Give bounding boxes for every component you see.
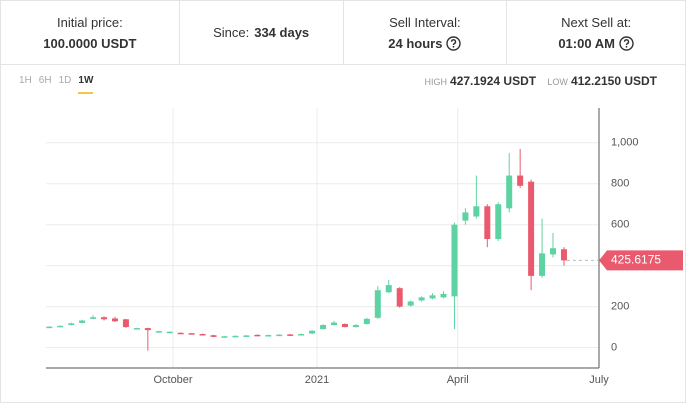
low-label: LOW xyxy=(547,77,568,87)
candle-body xyxy=(57,325,64,328)
stat-label: Next Sell at: xyxy=(561,14,632,30)
candle-body xyxy=(440,293,447,298)
candle-body xyxy=(122,319,129,328)
candle-body xyxy=(473,206,480,217)
candle-body xyxy=(330,322,337,326)
x-tick-label: 2021 xyxy=(305,374,329,386)
info-icon[interactable] xyxy=(446,35,462,51)
candle-body xyxy=(484,206,491,240)
candle-body xyxy=(254,334,261,337)
price-tag-label: 425.6175 xyxy=(611,253,661,267)
y-tick-label: 0 xyxy=(611,341,617,353)
x-tick-label: April xyxy=(447,374,469,386)
y-tick-label: 600 xyxy=(611,219,629,231)
candle-body xyxy=(451,224,458,297)
tab[interactable]: 1W xyxy=(78,75,94,94)
candle-body xyxy=(341,323,348,328)
price-tag xyxy=(599,250,683,271)
candle-body xyxy=(363,318,370,324)
candle-body xyxy=(550,248,557,255)
candle-body xyxy=(276,334,283,337)
candle-body xyxy=(210,335,217,337)
stat-cell: Next Sell at: 01:00 AM xyxy=(507,1,685,64)
stat-label: Sell Interval: xyxy=(389,14,461,30)
candle-body xyxy=(155,331,162,333)
candle-body xyxy=(199,334,206,336)
candle-body xyxy=(374,290,381,318)
high-label: HIGH xyxy=(424,77,448,87)
candle-body xyxy=(79,320,86,323)
candle-body xyxy=(539,253,546,276)
stat-cell: Since: 334 days xyxy=(180,1,344,64)
x-tick-label: October xyxy=(153,374,192,386)
candle-body xyxy=(111,318,118,322)
candle-body xyxy=(407,301,414,306)
stat-cell: Sell Interval: 24 hours xyxy=(344,1,508,64)
chart: 02004006008001,000October2021AprilJuly42… xyxy=(46,108,683,386)
candle-body xyxy=(188,333,195,335)
candle-body xyxy=(528,181,535,276)
candle-body xyxy=(144,328,151,331)
candle-body xyxy=(221,336,228,338)
candle-body xyxy=(396,288,403,307)
candle-body xyxy=(68,323,75,326)
stat-value: 100.0000 USDT xyxy=(43,35,137,51)
info-icon[interactable] xyxy=(619,35,634,51)
y-tick-label: 200 xyxy=(611,300,629,312)
candle-body xyxy=(133,328,140,330)
y-tick-label: 800 xyxy=(611,178,629,190)
candle-body xyxy=(101,317,108,320)
candle-body xyxy=(177,332,184,335)
candle-body xyxy=(495,204,502,240)
candle-body xyxy=(309,330,316,334)
candle-body xyxy=(320,325,327,330)
stat-value-row: 24 hours xyxy=(388,35,462,51)
candle-body xyxy=(287,334,294,336)
tab[interactable]: 1D xyxy=(58,75,72,86)
stat-label: Initial price: xyxy=(56,14,123,30)
tab[interactable]: 1H xyxy=(19,75,32,86)
tab[interactable]: 6H xyxy=(38,75,52,86)
candle-body xyxy=(232,335,239,338)
stats-row: Initial price: 100.0000 USDT Since: 334 … xyxy=(1,1,685,65)
candle-body xyxy=(46,326,53,329)
tabs: 1H 6H 1D 1W xyxy=(19,75,94,94)
candle-body xyxy=(429,295,436,299)
y-tick-label: 1,000 xyxy=(611,137,639,149)
stat-cell: Initial price: 100.0000 USDT xyxy=(1,1,180,64)
candle-body xyxy=(462,212,469,221)
candle-body xyxy=(418,297,425,301)
x-tick-label: July xyxy=(589,374,609,386)
low-value: 412.2150 USDT xyxy=(570,74,657,88)
stat-label: Since: xyxy=(213,25,250,40)
stat-value: 01:00 AM xyxy=(558,35,615,51)
candle-body xyxy=(560,249,567,261)
stat-value: 24 hours xyxy=(388,35,443,51)
candle-body xyxy=(298,334,305,336)
stat-value: 334 days xyxy=(254,25,310,40)
candle-body xyxy=(506,175,513,209)
toolbar: 1H 6H 1D 1W HIGH 427.1924 USDT LOW 412.215… xyxy=(1,65,685,99)
candle-body xyxy=(352,325,359,328)
candle-body xyxy=(385,285,392,293)
high-value: 427.1924 USDT xyxy=(450,74,537,88)
candle-body xyxy=(90,317,97,319)
candle-body xyxy=(166,331,173,334)
candle-body xyxy=(517,175,524,186)
stat-value-row: 01:00 AM xyxy=(558,36,634,51)
high-low: HIGH 427.1924 USDT LOW 412.2150 USDT xyxy=(417,74,657,88)
candle-body xyxy=(265,335,272,337)
candle-body xyxy=(243,335,250,337)
